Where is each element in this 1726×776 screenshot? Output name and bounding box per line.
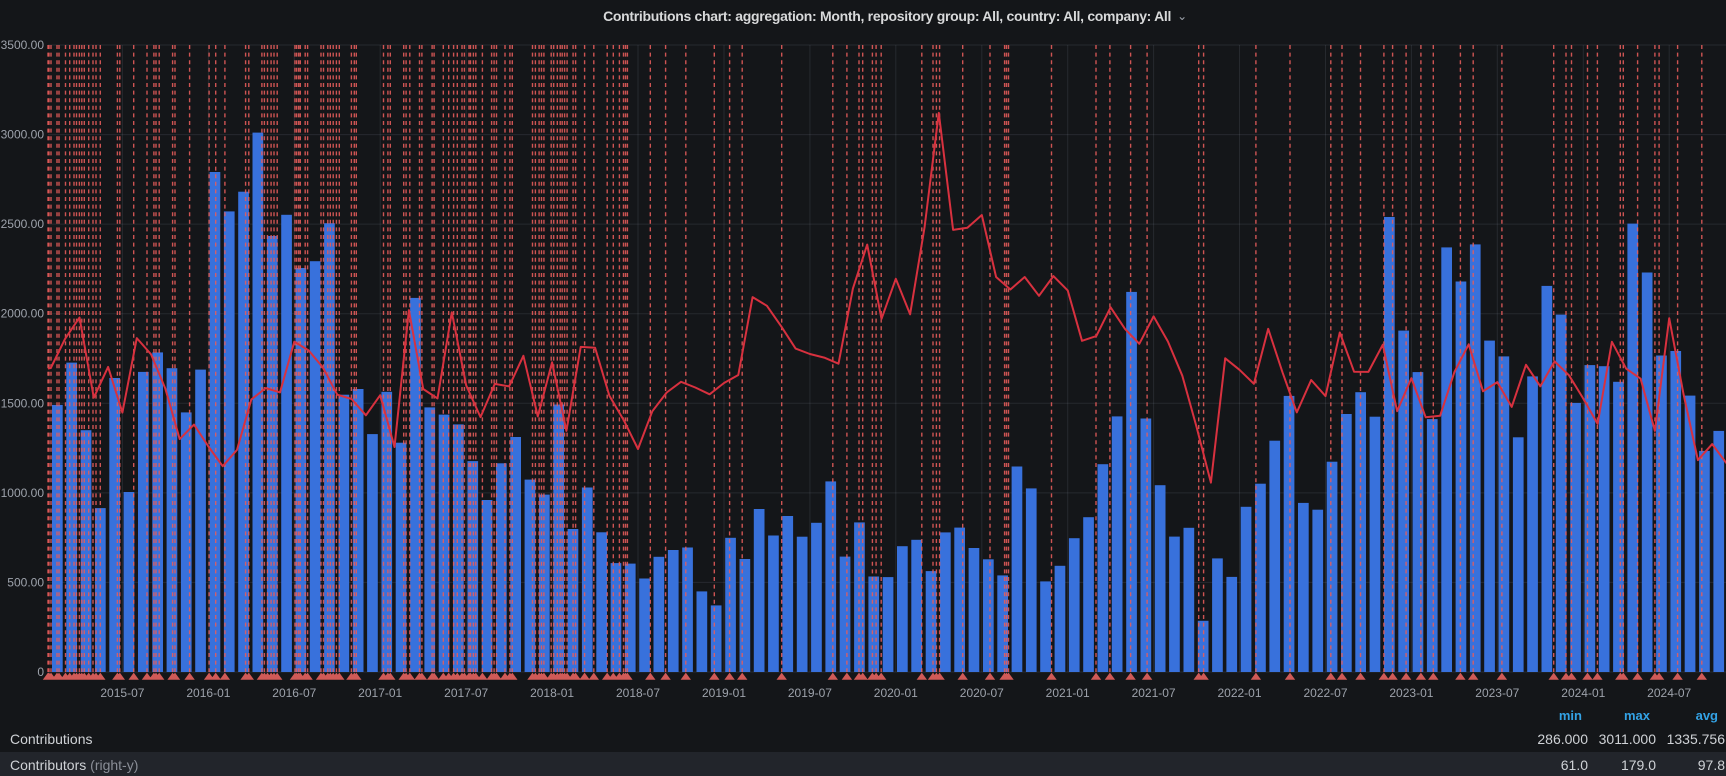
svg-text:2016-01: 2016-01 <box>186 686 230 700</box>
svg-text:2019-07: 2019-07 <box>788 686 832 700</box>
svg-text:0: 0 <box>37 665 44 679</box>
svg-text:2018-07: 2018-07 <box>616 686 660 700</box>
svg-text:2024-01: 2024-01 <box>1561 686 1605 700</box>
svg-text:2022-07: 2022-07 <box>1303 686 1347 700</box>
svg-text:500.00: 500.00 <box>7 575 44 589</box>
svg-text:2023-07: 2023-07 <box>1475 686 1519 700</box>
svg-text:2024-07: 2024-07 <box>1647 686 1691 700</box>
svg-text:2019-01: 2019-01 <box>702 686 746 700</box>
svg-text:2023-01: 2023-01 <box>1389 686 1433 700</box>
svg-text:2016-07: 2016-07 <box>272 686 316 700</box>
svg-text:1500.00: 1500.00 <box>1 396 45 410</box>
svg-text:3500.00: 3500.00 <box>1 38 45 52</box>
svg-text:2020-01: 2020-01 <box>874 686 918 700</box>
svg-text:2000.00: 2000.00 <box>1 307 45 321</box>
svg-text:2017-07: 2017-07 <box>444 686 488 700</box>
svg-text:2018-01: 2018-01 <box>530 686 574 700</box>
svg-text:1000.00: 1000.00 <box>1 486 45 500</box>
svg-text:2020-07: 2020-07 <box>960 686 1004 700</box>
svg-text:2500.00: 2500.00 <box>1 217 45 231</box>
svg-text:3000.00: 3000.00 <box>1 128 45 142</box>
svg-text:2022-01: 2022-01 <box>1217 686 1261 700</box>
svg-text:2015-07: 2015-07 <box>100 686 144 700</box>
svg-text:2017-01: 2017-01 <box>358 686 402 700</box>
svg-text:2021-07: 2021-07 <box>1132 686 1176 700</box>
svg-text:2021-01: 2021-01 <box>1046 686 1090 700</box>
